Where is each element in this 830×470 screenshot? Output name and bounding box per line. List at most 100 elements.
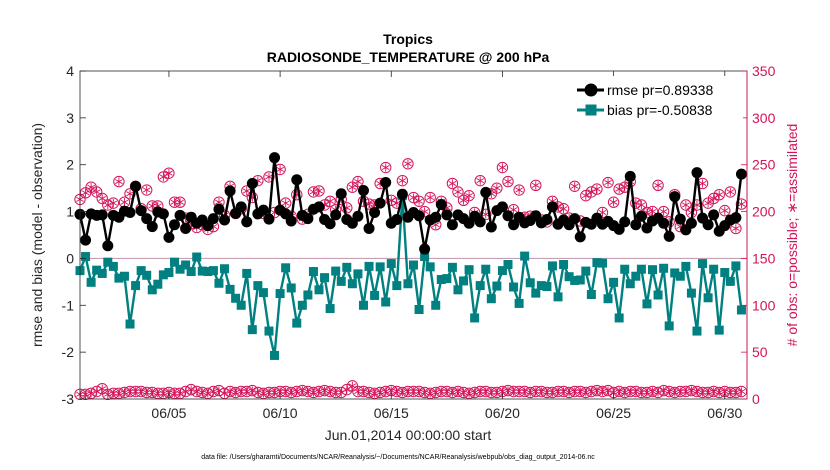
obs-possible-point-star xyxy=(481,211,490,217)
obs-possible-point-star xyxy=(681,202,690,208)
bias-point xyxy=(442,274,452,284)
obs-possible-point-star xyxy=(109,200,118,206)
bias-point xyxy=(720,267,730,277)
obs-possible-point-circle xyxy=(557,203,570,215)
bias-point xyxy=(392,281,402,291)
bias-point xyxy=(97,268,107,278)
obs-possible-point-star xyxy=(498,165,507,171)
obs-possible-point xyxy=(174,196,186,208)
rmse-point xyxy=(485,221,497,233)
bias-point xyxy=(292,318,302,328)
bias-point xyxy=(114,273,124,283)
obs-possible-point-star xyxy=(215,199,223,205)
obs-possible-point-star xyxy=(415,198,423,204)
obs-possible-point-circle xyxy=(396,174,409,187)
bias-point xyxy=(559,260,569,270)
obs-possible-point-star xyxy=(98,195,107,201)
obs-possible-point-circle xyxy=(530,179,542,192)
rmse-point xyxy=(430,211,442,223)
obs-possible-point-star xyxy=(420,209,429,215)
bias-point xyxy=(169,257,179,267)
obs-possible-point-circle xyxy=(402,158,414,170)
obs-possible-point-circle xyxy=(380,161,392,174)
obs-possible-point-star xyxy=(315,188,323,194)
obs-possible-point-circle xyxy=(507,203,520,216)
obs-possible-point-star xyxy=(726,189,735,195)
rmse-point xyxy=(541,214,553,226)
obs-possible-point xyxy=(602,176,614,189)
obs-possible-point-circle xyxy=(141,184,153,196)
bias-point xyxy=(336,276,346,286)
obs-possible-point-circle xyxy=(463,189,475,202)
obs-possible-point-circle xyxy=(635,199,648,211)
obs-possible-point xyxy=(452,186,464,198)
bias-point xyxy=(586,290,596,300)
obs-possible-point xyxy=(691,199,703,211)
obs-possible-point-star xyxy=(103,202,112,208)
obs-possible-point-star xyxy=(715,192,724,198)
bias-point xyxy=(414,305,424,315)
y-right-tick-label: 300 xyxy=(752,110,776,126)
obs-possible-point xyxy=(530,179,542,192)
rmse-point xyxy=(257,204,269,216)
obs-possible-point xyxy=(657,205,670,218)
legend: rmse pr=0.89338 bias pr=-0.50838 xyxy=(573,76,743,120)
bias-point xyxy=(86,277,96,287)
bias-point xyxy=(709,264,719,274)
obs-possible-point-star xyxy=(615,186,624,192)
obs-possible-point-star xyxy=(142,187,151,193)
x-tick-label: 06/15 xyxy=(374,405,409,421)
rmse-point xyxy=(735,168,747,180)
rmse-point xyxy=(302,213,314,225)
obs-possible-point xyxy=(107,197,120,209)
obs-possible-point-star xyxy=(593,186,601,192)
y-right-tick-label: 200 xyxy=(752,204,776,220)
rmse-point xyxy=(391,214,403,226)
obs-possible-point-star xyxy=(609,199,618,205)
obs-possible-point-star xyxy=(159,174,168,180)
bias-point xyxy=(258,288,268,298)
bias-point xyxy=(192,252,202,262)
bias-point xyxy=(653,290,663,300)
bias-point xyxy=(175,264,185,274)
bias-point xyxy=(314,285,324,295)
obs-possible-point xyxy=(402,158,414,170)
rmse-point xyxy=(180,222,192,234)
obs-possible-point xyxy=(141,184,153,196)
obs-possible-point xyxy=(591,183,603,195)
bias-point xyxy=(670,268,680,278)
bias-point xyxy=(92,265,102,275)
obs-possible-point xyxy=(719,204,731,217)
obs-possible-point-circle xyxy=(596,206,609,219)
obs-possible-point-star xyxy=(620,184,629,190)
bias-point xyxy=(475,281,485,291)
bias-point xyxy=(308,267,318,277)
rmse-point xyxy=(374,197,386,209)
y-right-tick-label: 0 xyxy=(752,391,760,407)
x-axis-label: Jun.01,2014 00:00:00 start xyxy=(325,427,492,443)
rmse-point xyxy=(435,199,447,211)
bias-point xyxy=(425,262,435,272)
obs-possible-point xyxy=(90,186,103,198)
y-right-tick-label: 100 xyxy=(752,297,776,313)
obs-possible-point xyxy=(513,184,525,196)
rmse-point xyxy=(496,201,508,213)
x-tick-label: 06/10 xyxy=(263,405,298,421)
obs-possible-point xyxy=(474,174,486,187)
obs-possible-point-star xyxy=(409,195,418,201)
obs-possible-point-circle xyxy=(657,205,670,218)
obs-possible-point-star xyxy=(165,170,173,176)
obs-possible-point xyxy=(446,177,459,190)
obs-possible-point-star xyxy=(381,165,390,171)
rmse-point xyxy=(352,210,364,222)
bias-point xyxy=(503,260,513,270)
bias-point xyxy=(547,261,557,271)
bias-point xyxy=(103,257,113,267)
obs-possible-point-circle xyxy=(163,167,175,179)
rmse-point xyxy=(102,240,114,252)
bias-point xyxy=(614,313,624,323)
obs-assimilated-point-star xyxy=(187,387,196,393)
legend-bias-label: bias pr=-0.50838 xyxy=(607,102,713,118)
bias-point xyxy=(242,268,252,278)
